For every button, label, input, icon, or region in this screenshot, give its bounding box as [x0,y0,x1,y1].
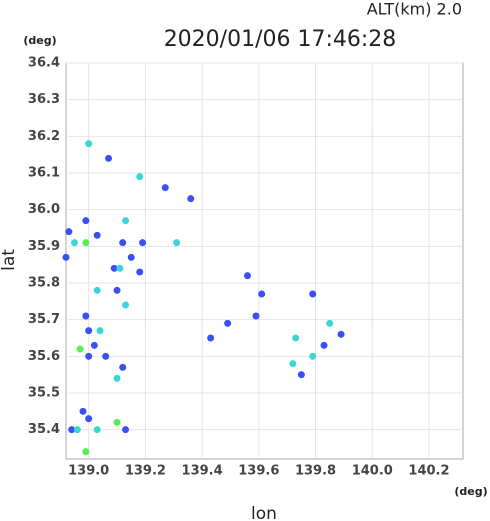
echo-point [309,352,317,360]
echo-point [122,426,130,434]
y-tick-label: 36.3 [28,92,60,107]
echo-point [110,264,118,272]
echo-point [297,371,305,379]
y-tick-label: 36.1 [28,166,60,181]
y-tick-label: 36.0 [28,202,60,217]
echo-point [113,286,121,294]
echo-point [93,426,101,434]
x-tick-label: 139.8 [295,464,336,479]
echo-point [243,272,251,280]
echo-point [68,426,76,434]
echo-point [292,334,300,342]
echo-point [79,407,87,415]
echo-point [187,195,195,203]
echo-point [76,345,84,353]
y-tick-label: 36.2 [28,129,60,144]
echo-point [82,312,90,320]
echo-point [90,341,98,349]
echo-point [85,140,93,148]
x-tick-label: 139.6 [238,464,279,479]
x-tick-label: 139.4 [182,464,223,479]
y-tick-label: 35.8 [28,276,60,291]
echo-point [113,418,121,426]
echo-point [326,319,334,327]
echo-point [136,173,144,181]
x-tick-label: 140.0 [352,464,393,479]
y-tick-label: 35.4 [28,422,60,437]
echo-point [122,301,130,309]
echo-point [82,239,90,247]
y-tick-label: 35.5 [28,386,60,401]
echo-point [62,253,70,261]
echo-point [337,330,345,338]
y-unit: (deg) [23,34,56,47]
echo-point [93,286,101,294]
chart-title: 2020/01/06 17:46:28 [164,27,397,52]
x-tick-label: 140.2 [408,464,449,479]
echo-point [85,352,93,360]
echo-point [161,184,169,192]
plot-frame [65,62,464,460]
echo-point [122,217,130,225]
echo-point [258,290,266,298]
echo-point [82,217,90,225]
altitude-label: ALT(km) 2.0 [367,0,462,19]
echo-point [119,239,127,247]
x-tick-label: 139.0 [68,464,109,479]
echo-point [136,268,144,276]
echo-point [252,312,260,320]
echo-point [93,231,101,239]
echo-point [113,374,121,382]
echo-point [85,327,93,335]
echo-point [289,360,297,368]
echo-point [82,448,90,456]
x-axis-label: lon [251,504,277,521]
y-tick-label: 35.6 [28,349,60,364]
echo-point [85,415,93,423]
echo-point [105,154,113,162]
echo-point [207,334,215,342]
y-tick-label: 36.4 [28,56,60,71]
echo-point [173,239,181,247]
echo-point [65,228,73,236]
echo-point [102,352,110,360]
echo-point [96,327,104,335]
echo-point [71,239,79,247]
x-tick-label: 139.2 [125,464,166,479]
echo-point [127,253,135,261]
y-tick-label: 35.9 [28,239,60,254]
echo-point [320,341,328,349]
echo-point [224,319,232,327]
echo-point [73,426,81,434]
x-unit: (deg) [454,485,487,498]
echo-point [309,290,317,298]
echo-point [119,363,127,371]
y-tick-label: 35.7 [28,312,60,327]
echo-point [139,239,147,247]
echo-point [116,264,124,272]
y-axis-label: lat [0,249,19,271]
